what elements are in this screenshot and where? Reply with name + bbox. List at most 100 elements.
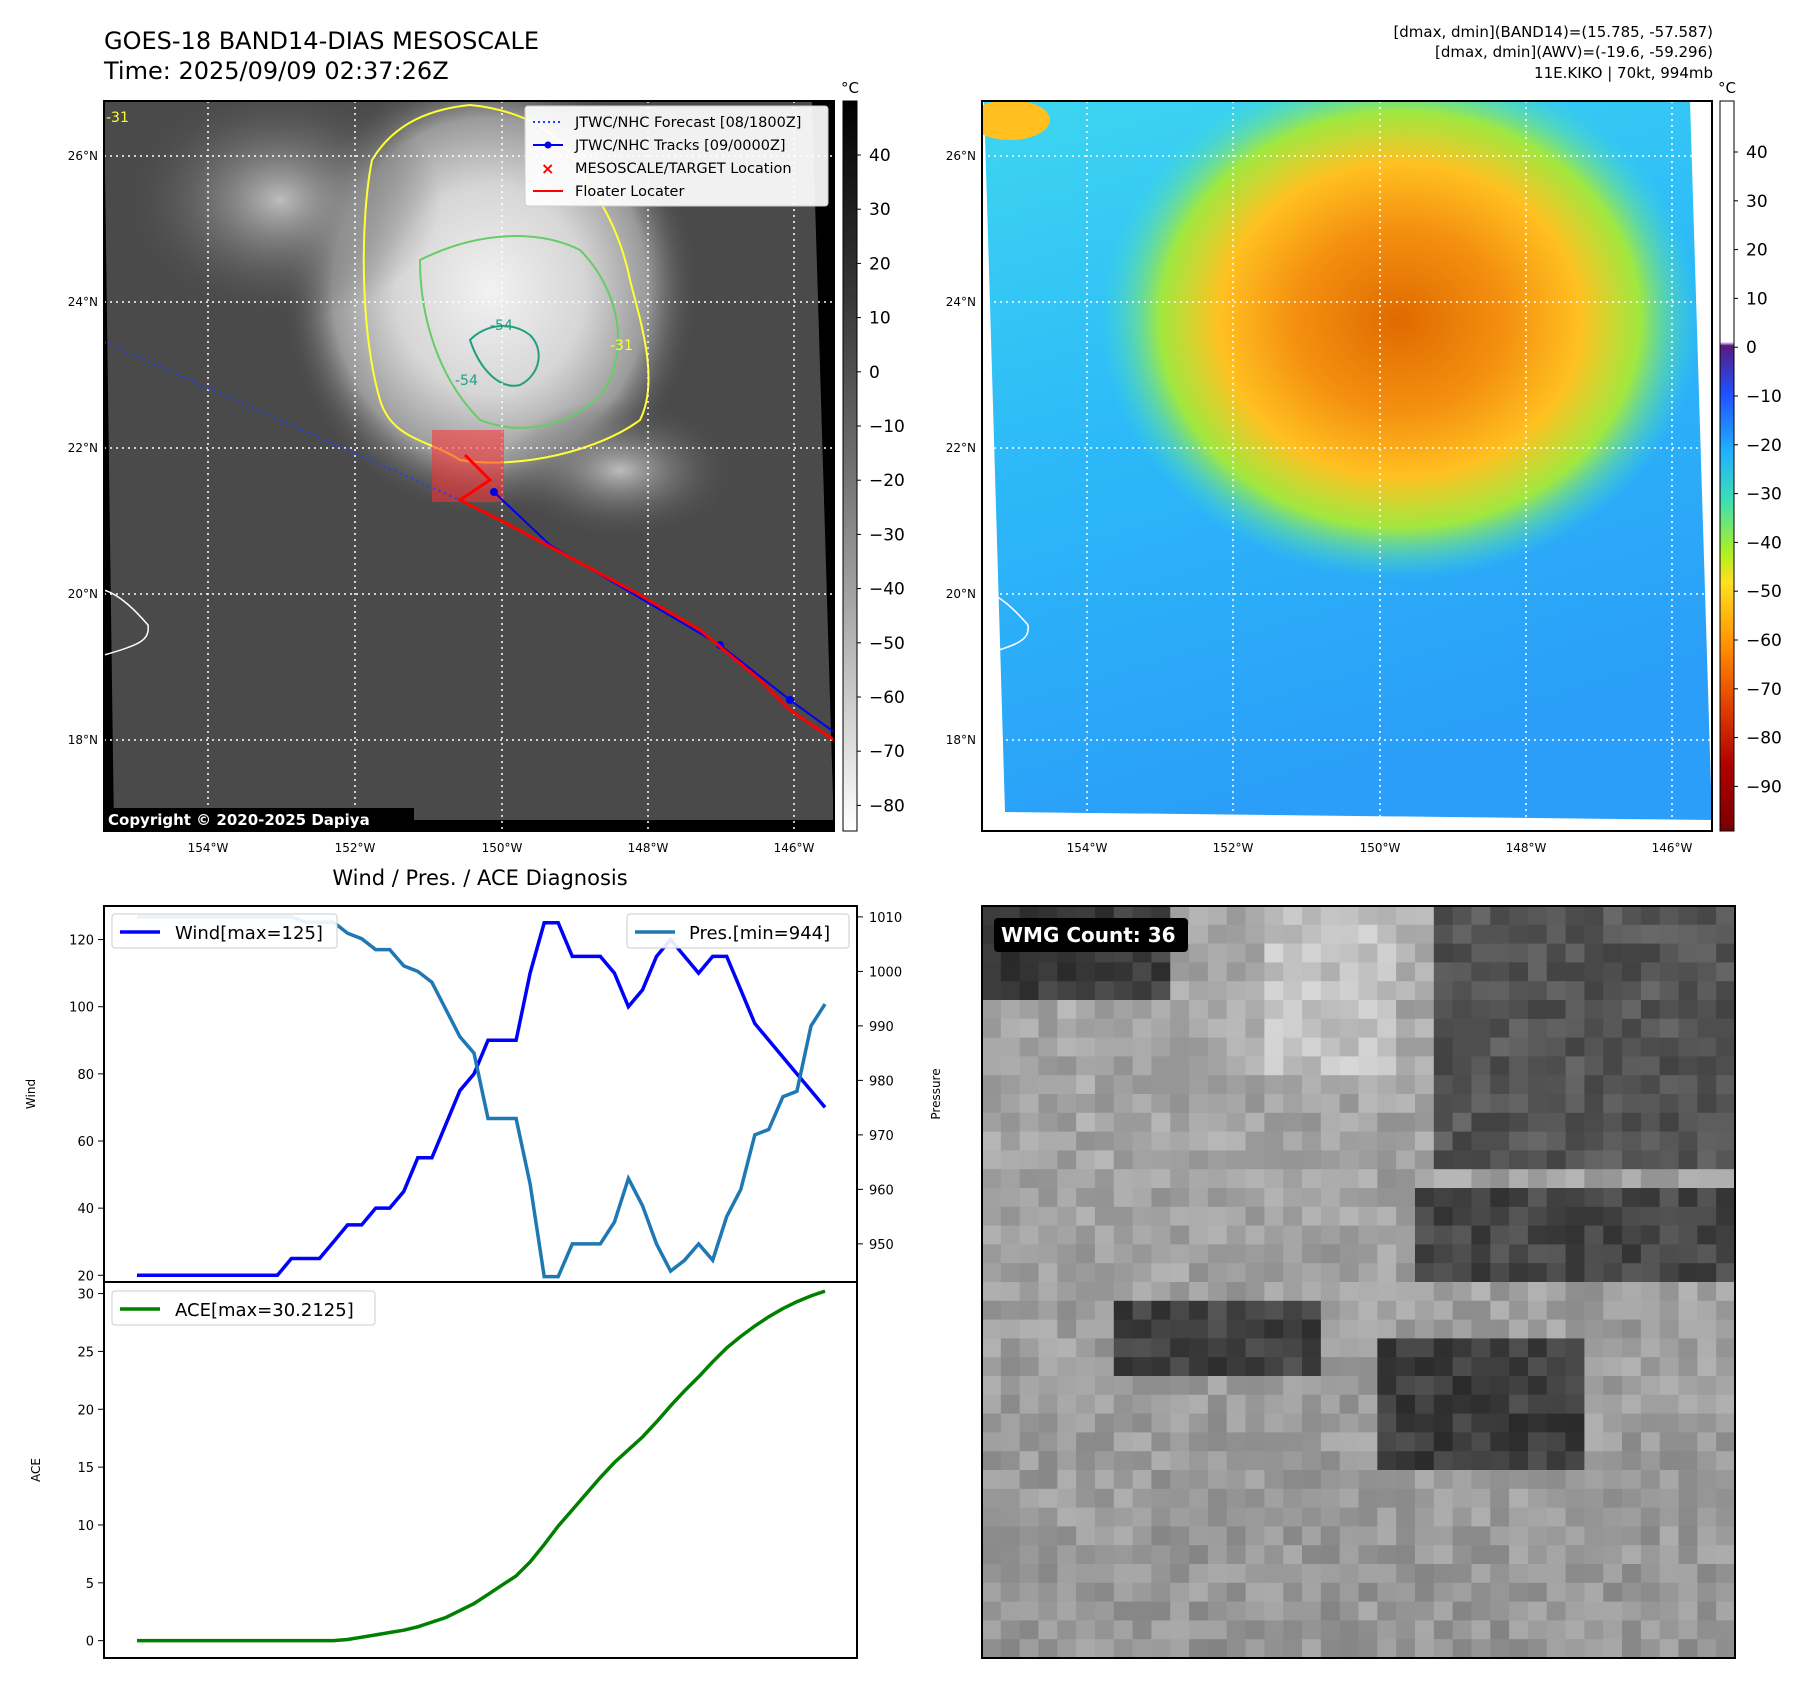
wind-series-line xyxy=(137,921,827,1278)
ace-legend: ACE[max=30.2125] xyxy=(111,1290,376,1326)
ace-tick-label: 20 xyxy=(77,1403,94,1418)
floater-locater-line xyxy=(457,453,834,742)
ace-tick-label: 0 xyxy=(86,1635,94,1650)
legend-label: MESOSCALE/TARGET Location xyxy=(575,161,792,177)
wind-legend: Wind[max=125] xyxy=(111,913,338,949)
ir-colorbar-tick: 30 xyxy=(869,200,891,220)
wv-satellite-map: 26°N 24°N 22°N 20°N 18°N 154°W 152°W 150… xyxy=(946,79,1782,855)
svg-text:152°W: 152°W xyxy=(1213,841,1254,855)
legend-label: ACE[max=30.2125] xyxy=(175,1300,354,1321)
legend-label: Pres.[min=944] xyxy=(689,923,830,944)
svg-text:18°N: 18°N xyxy=(946,733,976,747)
wind-tick-label: 20 xyxy=(77,1269,94,1284)
ace-series-line xyxy=(137,1289,826,1643)
ace-chart: 0 5 10 15 20 25 30 ACE ACE[max=30.2125] xyxy=(29,1281,858,1659)
wind-tick-label: 100 xyxy=(69,1001,94,1016)
ir-nodata-right xyxy=(812,101,834,831)
wv-colorbar-tick: −50 xyxy=(1746,582,1782,602)
contour-label: -31 xyxy=(610,338,633,354)
ir-colorbar-tick: 0 xyxy=(869,363,880,383)
wv-colorbar-tick: −80 xyxy=(1746,729,1782,749)
ir-coastline xyxy=(104,589,149,656)
wv-colorbar-tick: −90 xyxy=(1746,777,1782,797)
ir-colorbar-tick: −80 xyxy=(869,796,905,816)
ir-colorbar-tick: −30 xyxy=(869,525,905,545)
info-storm: 11E.KIKO | 70kt, 994mb xyxy=(1534,64,1713,82)
wv-colorbar-tick: −30 xyxy=(1746,485,1782,505)
pressure-tick-label: 990 xyxy=(869,1020,894,1035)
figure-title: GOES-18 BAND14-DIAS MESOSCALE xyxy=(104,27,540,55)
contour-label: -54 xyxy=(490,318,513,334)
wmg-count-label: WMG Count: 36 xyxy=(1001,923,1176,947)
wv-colorbar xyxy=(1719,100,1735,832)
contour-label: -54 xyxy=(455,373,478,389)
ace-frame xyxy=(103,1281,858,1659)
svg-text:24°N: 24°N xyxy=(68,295,98,309)
svg-text:26°N: 26°N xyxy=(946,149,976,163)
svg-text:22°N: 22°N xyxy=(946,441,976,455)
wind-tick-label: 60 xyxy=(77,1135,94,1150)
ir-colorbar-tick: 20 xyxy=(869,254,891,274)
ir-colorbar-tick: 40 xyxy=(869,146,891,166)
wind-axis-label: Wind xyxy=(24,1079,38,1109)
svg-text:154°W: 154°W xyxy=(1067,841,1108,855)
svg-text:148°W: 148°W xyxy=(1506,841,1547,855)
ace-tick-label: 5 xyxy=(86,1577,94,1592)
svg-text:150°W: 150°W xyxy=(1360,841,1401,855)
ir-colorbar-tick: −50 xyxy=(869,634,905,654)
ir-contour-green xyxy=(418,235,619,429)
wv-gridlines xyxy=(982,101,1712,831)
wv-coastline xyxy=(982,589,1029,656)
track-point xyxy=(490,488,498,496)
figure-time: Time: 2025/09/09 02:37:26Z xyxy=(104,57,449,85)
wind-tick-label: 80 xyxy=(77,1068,94,1083)
ir-colorbar-tick: −70 xyxy=(869,742,905,762)
wv-map-frame xyxy=(981,100,1713,832)
wind-pressure-plot-area xyxy=(104,906,857,1282)
ir-gridlines xyxy=(104,101,834,831)
pressure-axis-label: Pressure xyxy=(929,1068,943,1119)
svg-text:146°W: 146°W xyxy=(1652,841,1693,855)
wmg-count-box xyxy=(994,918,1188,952)
svg-text:20°N: 20°N xyxy=(68,587,98,601)
wv-colorbar-tick: 20 xyxy=(1746,241,1768,261)
ir-colorbar-tick: −10 xyxy=(869,417,905,437)
svg-text:18°N: 18°N xyxy=(68,733,98,747)
svg-text:148°W: 148°W xyxy=(628,841,669,855)
wv-colorbar-tick: 0 xyxy=(1746,338,1757,358)
ir-colorbar-tick: −60 xyxy=(869,688,905,708)
legend-label: Floater Locater xyxy=(575,184,684,200)
legend-label: JTWC/NHC Forecast [08/1800Z] xyxy=(574,115,801,131)
wv-colorbar-tick: −20 xyxy=(1746,436,1782,456)
ace-axis-label: ACE xyxy=(29,1458,43,1482)
wv-dry-patch xyxy=(982,101,1050,140)
ir-lat-ticks: 26°N 24°N 22°N 20°N 18°N xyxy=(68,149,98,747)
pressure-tick-label: 1000 xyxy=(869,965,902,980)
ir-contour-teal xyxy=(468,324,540,387)
wind-tick-label: 120 xyxy=(69,934,94,949)
wmg-panel: WMG Count: 36 xyxy=(981,905,1736,1659)
wv-colorbar-tick: −70 xyxy=(1746,680,1782,700)
ir-colorbar-ticks: 40 30 20 10 0 −10 −20 −30 −40 −50 −60 −70 −80 xyxy=(857,146,905,816)
ir-satellite-map: -31 -54 -54 -31 JTWC/NHC Forecast [08/18… xyxy=(68,79,905,855)
svg-text:152°W: 152°W xyxy=(335,841,376,855)
legend-label: Wind[max=125] xyxy=(175,923,323,944)
forecast-track-line xyxy=(104,341,461,501)
ace-tick-label: 10 xyxy=(77,1519,94,1534)
ir-cloud-outflow xyxy=(500,400,740,540)
ace-tick-label: 15 xyxy=(77,1461,94,1476)
legend-label: JTWC/NHC Tracks [09/0000Z] xyxy=(574,138,786,154)
svg-text:20°N: 20°N xyxy=(946,587,976,601)
ir-colorbar-tick: 10 xyxy=(869,309,891,329)
wv-colorbar-tick: 30 xyxy=(1746,192,1768,212)
contour-label: -31 xyxy=(106,110,129,126)
pressure-tick-label: 980 xyxy=(869,1074,894,1089)
ace-plot-area xyxy=(104,1282,857,1658)
wv-colorbar-unit: °C xyxy=(1718,79,1736,97)
wv-dry-region xyxy=(1100,101,1700,580)
ir-map-frame xyxy=(103,100,835,832)
wind-pressure-chart: Wind / Pres. / ACE Diagnosis 20 40 60 80 100… xyxy=(24,866,943,1284)
wv-colorbar-tick: −40 xyxy=(1746,533,1782,553)
wv-colorbar-tick: 10 xyxy=(1746,289,1768,309)
